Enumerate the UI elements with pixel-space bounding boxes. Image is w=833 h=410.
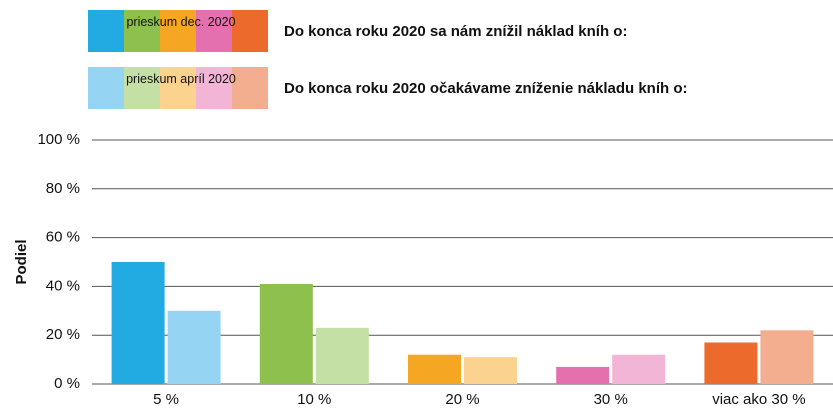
bar [315,327,369,384]
y-tick-label: 40 % [46,277,80,294]
legend-note: Do konca roku 2020 sa nám znížil náklad … [284,23,627,40]
legend-swatch [160,67,196,109]
legend-swatch [232,10,268,52]
bar [464,357,517,384]
legend-swatch [124,10,160,52]
bar [760,330,814,384]
legend-swatch [124,67,160,109]
legend-swatch [88,67,124,109]
legend-swatch [88,10,124,52]
y-tick-label: 0 % [54,375,80,392]
bar [167,310,221,384]
x-tick-label: 30 % [594,391,628,408]
x-tick-label: viac ako 30 % [712,391,805,408]
bar [704,342,758,384]
y-tick-label: 20 % [46,326,80,343]
legend-label-box: prieskum apríl 2020 [126,72,236,86]
y-tick-label: 60 % [46,229,80,246]
bar [556,366,610,384]
legend-swatch [160,10,196,52]
y-tick-label: 100 % [37,131,80,148]
legend-label: prieskum apríl 2020 [126,72,236,86]
bar [111,262,165,384]
legend-label-box: prieskum dec. 2020 [126,15,236,29]
legend-swatch [196,10,232,52]
x-tick-label: 10 % [297,391,331,408]
x-tick-label: 5 % [153,391,179,408]
x-tick-label: 20 % [445,391,479,408]
legend-swatch [196,67,232,109]
y-axis-label: Podiel [13,239,30,284]
y-tick-label: 80 % [46,180,80,197]
bar [612,354,666,384]
legend-swatch [232,67,268,109]
legend-note: Do konca roku 2020 očakávame zníženie ná… [284,80,687,97]
bar [259,283,313,384]
bar [408,354,461,384]
legend-label: prieskum dec. 2020 [126,15,236,29]
